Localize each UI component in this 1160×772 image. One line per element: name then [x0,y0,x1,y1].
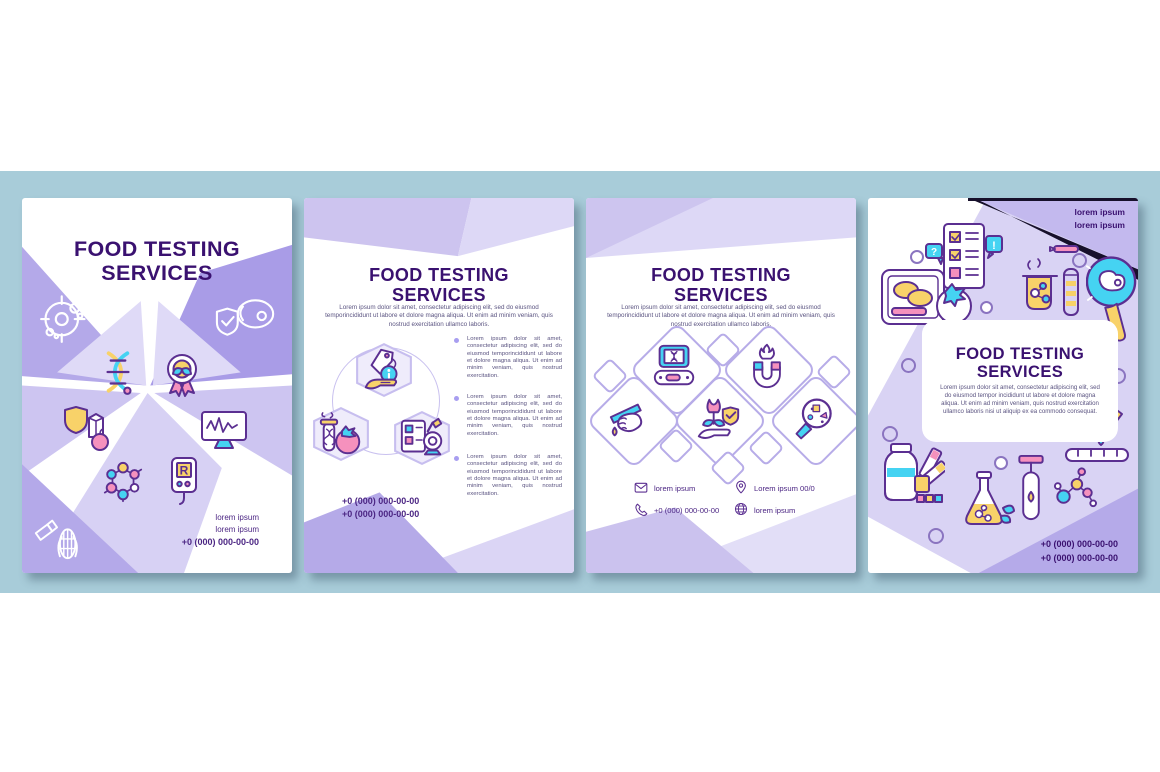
phone-number: +0 (000) 000-00-00 [342,496,420,506]
contact-email: lorem ipsum [654,484,696,493]
milk-test-strips-icon [884,443,945,503]
tagline-line: lorem ipsum [1074,207,1125,217]
award-leaf-icon [167,354,197,397]
molecule-icon [103,461,143,503]
monitor-waveform-icon [201,411,247,449]
brochure-page-1: FOOD TESTING SERVICES [22,198,292,573]
r-letter: R [180,464,189,478]
tagline: lorem ipsum lorem ipsum [1074,206,1125,232]
deco-circle [910,250,924,264]
dna-analyzer-icon [653,344,695,386]
intro-text: Lorem ipsum dolor sit amet, consectetur … [325,304,553,328]
molecule-icon [1053,467,1097,508]
title-line-2: SERVICES [674,284,768,305]
title-line-2: SERVICES [392,284,486,305]
phone-icon [635,503,648,516]
corn-syringe-icon [34,519,78,560]
phone-number: +0 (000) 000-00-00 [1040,552,1118,563]
page-title: FOOD TESTING SERVICES [586,265,856,306]
exclamation-glyph: ! [992,240,996,252]
flask-leaves-icon [965,471,1015,525]
deco-circle [882,426,898,442]
test-tube-drop-icon [1018,454,1044,521]
title-line-1: FOOD TESTING [955,345,1085,364]
location-pin-icon [736,480,746,494]
black-top-edge [967,198,1138,201]
bullet-text: Lorem ipsum dolor sit amet, consectetur … [467,454,562,497]
deco-circle [994,456,1008,470]
contact-address: Lorem ipsum 00/0 [754,484,815,493]
meat-package-tomato-icon [881,269,972,325]
title-line-1: FOOD TESTING [73,237,241,262]
bullet-text: Lorem ipsum dolor sit amet, consectetur … [467,336,562,379]
hand-swab-icon [609,403,643,437]
globe-icon [734,502,748,516]
bullet-item: Lorem ipsum dolor sit amet, consectetur … [454,394,562,438]
page-title: FOOD TESTING SERVICES [22,238,292,285]
page-title: FOOD TESTING SERVICES [922,345,1118,381]
bullet-text: Lorem ipsum dolor sit amet, consectetur … [467,394,562,437]
contact-block: lorem ipsum lorem ipsum +0 (000) 000-00-… [182,512,259,550]
magnifier-sample-icon [795,398,832,440]
target-cell-icon [40,295,86,343]
deco-circle [928,528,944,544]
shield-milk-apple-icon [64,406,109,451]
contact-line: lorem ipsum [215,513,259,522]
envelope-icon [634,482,648,493]
brochure-page-4: lorem ipsum lorem ipsum ? ! [868,198,1138,573]
brochure-page-3: FOOD TESTING SERVICES Lorem ipsum dolor … [586,198,856,573]
bullet-dot [454,338,459,343]
brochure-page-2: FOOD TESTING SERVICES Lorem ipsum dolor … [304,198,574,573]
dna-icon [106,351,132,395]
info-card: FOOD TESTING SERVICES Lorem ipsum dolor … [922,320,1118,442]
bullet-item: Lorem ipsum dolor sit amet, consectetur … [454,454,562,498]
card-paragraph: Lorem ipsum dolor sit amet, consectetur … [940,384,1100,415]
contact-website: lorem ipsum [754,506,796,515]
deco-circle [1072,253,1087,268]
plant-shield-hand-icon [697,398,740,439]
bullet-dot [454,396,459,401]
phone-number: +0 (000) 000-00-00 [342,509,420,519]
bullet-item: Lorem ipsum dolor sit amet, consectetur … [454,336,562,380]
checklist-microscope-icon [400,417,443,456]
magnet-flame-icon [753,343,781,389]
question-glyph: ? [931,247,937,258]
tagline-line: lorem ipsum [1074,220,1125,231]
intro-text: Lorem ipsum dolor sit amet, consectetur … [607,304,835,328]
meat-shield-icon [215,299,275,336]
r-device-icon: R [171,457,197,505]
phone-number: +0 (000) 000-00-00 [1040,539,1118,549]
title-line-1: FOOD TESTING [369,265,509,286]
phone-block: +0 (000) 000-00-00 +0 (000) 000-00-00 [1041,538,1118,566]
title-line-2: SERVICES [101,261,213,286]
phone-number: +0 (000) 000-00-00 [181,537,259,547]
title-line-2: SERVICES [976,363,1064,382]
beaker-test-tube-icon [1022,245,1079,316]
test-tube-tomato-icon [319,412,361,455]
deco-circle [901,358,916,373]
magnifier-meat-icon [1086,256,1137,342]
deco-circle [980,301,993,314]
price-tag-hand-icon [364,348,398,390]
contact-line: lorem ipsum [215,525,259,534]
contact-phone: +0 (000) 000-00-00 [654,506,720,515]
title-line-1: FOOD TESTING [651,265,791,286]
page-title: FOOD TESTING SERVICES [304,265,574,306]
bullet-dot [454,456,459,461]
